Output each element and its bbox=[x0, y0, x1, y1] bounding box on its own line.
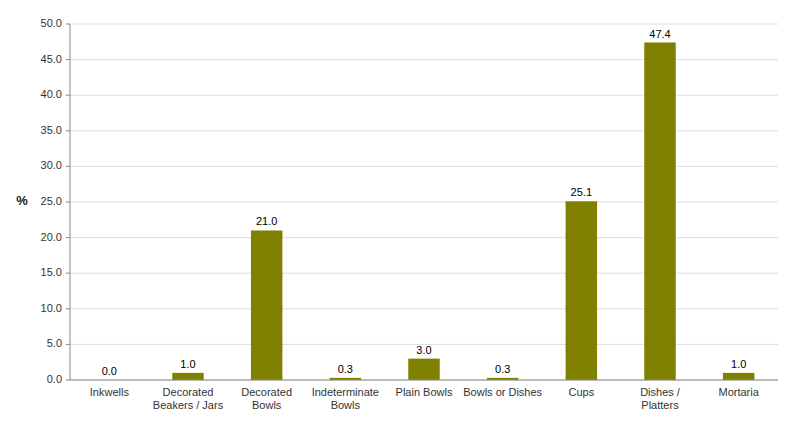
bars bbox=[172, 43, 754, 380]
x-tick-label-line: Bowls bbox=[252, 399, 282, 411]
grid-line bbox=[70, 24, 778, 25]
y-tick bbox=[66, 380, 70, 381]
y-tick bbox=[66, 273, 70, 274]
y-tick bbox=[66, 95, 70, 96]
y-tick bbox=[66, 237, 70, 238]
x-tick-label: Inkwells bbox=[90, 386, 130, 398]
data-label: 1.0 bbox=[731, 358, 746, 370]
y-tick-label: 45.0 bbox=[41, 53, 62, 65]
y-axis-line bbox=[70, 24, 71, 380]
x-tick-label: Mortaria bbox=[718, 386, 759, 398]
data-label: 0.0 bbox=[102, 365, 117, 377]
y-tick-label: 50.0 bbox=[41, 17, 62, 29]
y-tick-label: 30.0 bbox=[41, 159, 62, 171]
y-tick-label: 5.0 bbox=[47, 337, 62, 349]
x-tick-label-line: Bowls bbox=[331, 399, 361, 411]
data-label: 25.1 bbox=[571, 186, 592, 198]
x-tick-label-line: Decorated bbox=[241, 386, 292, 398]
data-label: 47.4 bbox=[649, 28, 670, 40]
bar bbox=[172, 373, 203, 380]
bar bbox=[251, 230, 282, 380]
y-tick bbox=[66, 308, 70, 309]
y-tick bbox=[66, 24, 70, 25]
bar bbox=[408, 359, 439, 380]
x-axis: InkwellsDecoratedBeakers / JarsDecorated… bbox=[90, 386, 760, 411]
y-tick bbox=[66, 344, 70, 345]
bar bbox=[566, 201, 597, 380]
x-tick-label-line: Bowls or Dishes bbox=[463, 386, 542, 398]
y-tick bbox=[66, 130, 70, 131]
chart: 0.0 5.0 10.0 15.0 20.0 25.0 30.0 35.0 40.0 45.0 50… bbox=[0, 0, 798, 432]
y-tick-label: 40.0 bbox=[41, 88, 62, 100]
grid-line bbox=[70, 380, 778, 381]
x-tick-label-line: Indeterminate bbox=[312, 386, 379, 398]
x-tick-label-line: Plain Bowls bbox=[396, 386, 453, 398]
y-tick-label: 10.0 bbox=[41, 302, 62, 314]
y-tick-label: 15.0 bbox=[41, 266, 62, 278]
x-tick-label: Dishes /Platters bbox=[640, 386, 681, 411]
y-tick-label: 0.0 bbox=[47, 373, 62, 385]
y-tick-label: 25.0 bbox=[41, 195, 62, 207]
x-tick-label: DecoratedBeakers / Jars bbox=[153, 386, 224, 411]
x-tick-label-line: Inkwells bbox=[90, 386, 130, 398]
data-label: 21.0 bbox=[256, 215, 277, 227]
x-tick-label: IndeterminateBowls bbox=[312, 386, 379, 411]
y-tick bbox=[66, 166, 70, 167]
x-tick-label-line: Mortaria bbox=[718, 386, 759, 398]
data-labels: 0.0 1.0 21.0 0.3 3.0 0.3 25.1 47.4 1.0 bbox=[102, 28, 747, 377]
x-tick-label: Plain Bowls bbox=[396, 386, 453, 398]
x-tick-label: Bowls or Dishes bbox=[463, 386, 542, 398]
data-label: 0.3 bbox=[495, 363, 510, 375]
x-tick-label: DecoratedBowls bbox=[241, 386, 292, 411]
y-axis: 0.0 5.0 10.0 15.0 20.0 25.0 30.0 35.0 40.0 45.0 50… bbox=[41, 17, 70, 385]
x-tick-label-line: Decorated bbox=[163, 386, 214, 398]
bar bbox=[723, 373, 754, 380]
x-tick-label-line: Cups bbox=[568, 386, 594, 398]
x-tick-label-line: Beakers / Jars bbox=[153, 399, 224, 411]
x-tick-label-line: Dishes / bbox=[640, 386, 681, 398]
data-label: 1.0 bbox=[180, 358, 195, 370]
data-label: 3.0 bbox=[416, 344, 431, 356]
x-tick-label-line: Platters bbox=[641, 399, 679, 411]
data-label: 0.3 bbox=[338, 363, 353, 375]
x-tick-label: Cups bbox=[568, 386, 594, 398]
x-axis-line bbox=[70, 380, 778, 381]
bar bbox=[644, 43, 675, 380]
grid bbox=[70, 24, 778, 380]
y-tick-label: 35.0 bbox=[41, 124, 62, 136]
y-tick bbox=[66, 202, 70, 203]
y-tick bbox=[66, 59, 70, 60]
y-tick-label: 20.0 bbox=[41, 231, 62, 243]
y-axis-label: % bbox=[16, 193, 28, 208]
